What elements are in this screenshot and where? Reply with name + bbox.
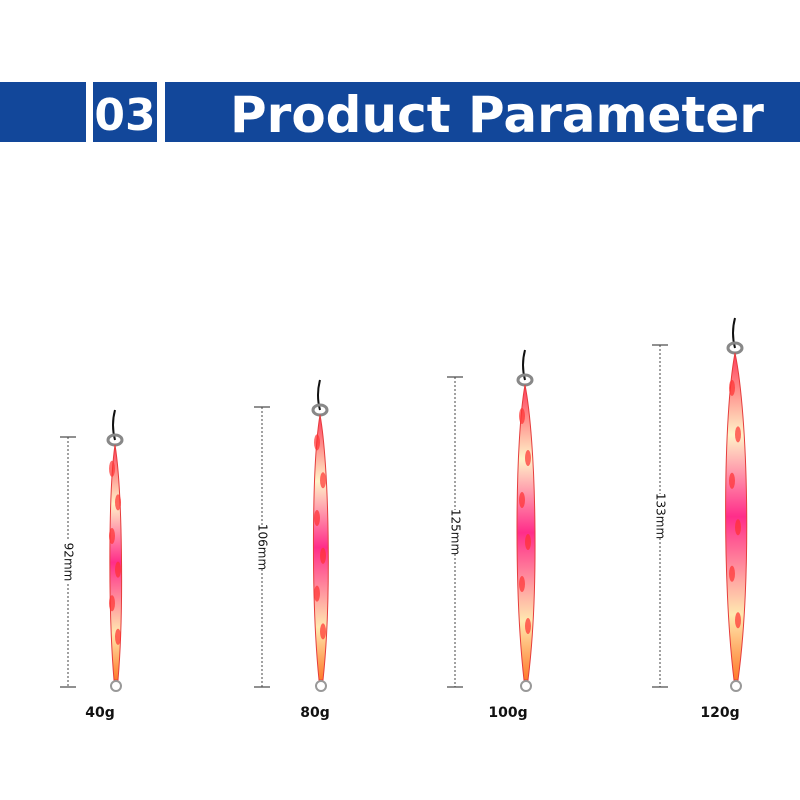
lure-spot (735, 519, 741, 536)
lure-spot (519, 408, 525, 424)
lure-spot (314, 510, 320, 526)
lure-spot (729, 565, 735, 582)
header-band (0, 82, 86, 142)
lure-spot (320, 547, 326, 564)
hook-ring (520, 680, 532, 692)
hook-ring (730, 680, 742, 692)
number-box (93, 82, 157, 142)
lure-spot (314, 434, 320, 451)
lure-body (109, 444, 123, 681)
products: 92mm 40g 106mm 80g 125mm 100g 133mm 120g (60, 317, 748, 721)
lure-body (725, 352, 748, 681)
lure-spot (735, 612, 741, 629)
hook-ring (315, 680, 327, 692)
lure-spot (519, 576, 525, 592)
header-band (165, 82, 800, 142)
lure-spot (525, 534, 531, 550)
product: 106mm 80g (254, 379, 330, 721)
product: 133mm 120g (652, 317, 748, 721)
lure-body (312, 414, 329, 681)
lure-spot (109, 595, 115, 612)
section-number: 03 (94, 90, 155, 141)
line-cord (522, 349, 526, 381)
length-label: 106mm (256, 524, 270, 570)
lure-spot (320, 472, 326, 489)
lure-body (516, 384, 536, 681)
lure-spot (525, 618, 531, 634)
lure-spot (109, 528, 115, 544)
length-label: 92mm (62, 543, 76, 582)
length-label: 125mm (449, 509, 463, 555)
lure-spot (729, 472, 735, 489)
line-cord (317, 379, 321, 411)
lure-spot (115, 628, 121, 645)
hook-ring (110, 680, 122, 692)
weight-label: 80g (300, 705, 330, 721)
weight-label: 120g (700, 705, 739, 721)
lure-spot (525, 450, 531, 466)
weight-label: 40g (85, 705, 115, 721)
lure-spot (735, 426, 741, 443)
weight-label: 100g (488, 705, 527, 721)
lure-spot (109, 460, 115, 477)
lure-spot (115, 561, 121, 578)
lure-spot (729, 379, 735, 396)
line-cord (732, 317, 736, 349)
product: 92mm 40g (60, 409, 124, 721)
length-label: 133mm (654, 493, 668, 539)
lure-spot (519, 492, 525, 508)
lure-spot (320, 623, 326, 640)
line-cord (112, 409, 116, 441)
lure-spot (115, 494, 121, 511)
section-title: Product Parameter (230, 86, 764, 144)
lure-spot (314, 585, 320, 602)
product: 125mm 100g (447, 349, 536, 721)
